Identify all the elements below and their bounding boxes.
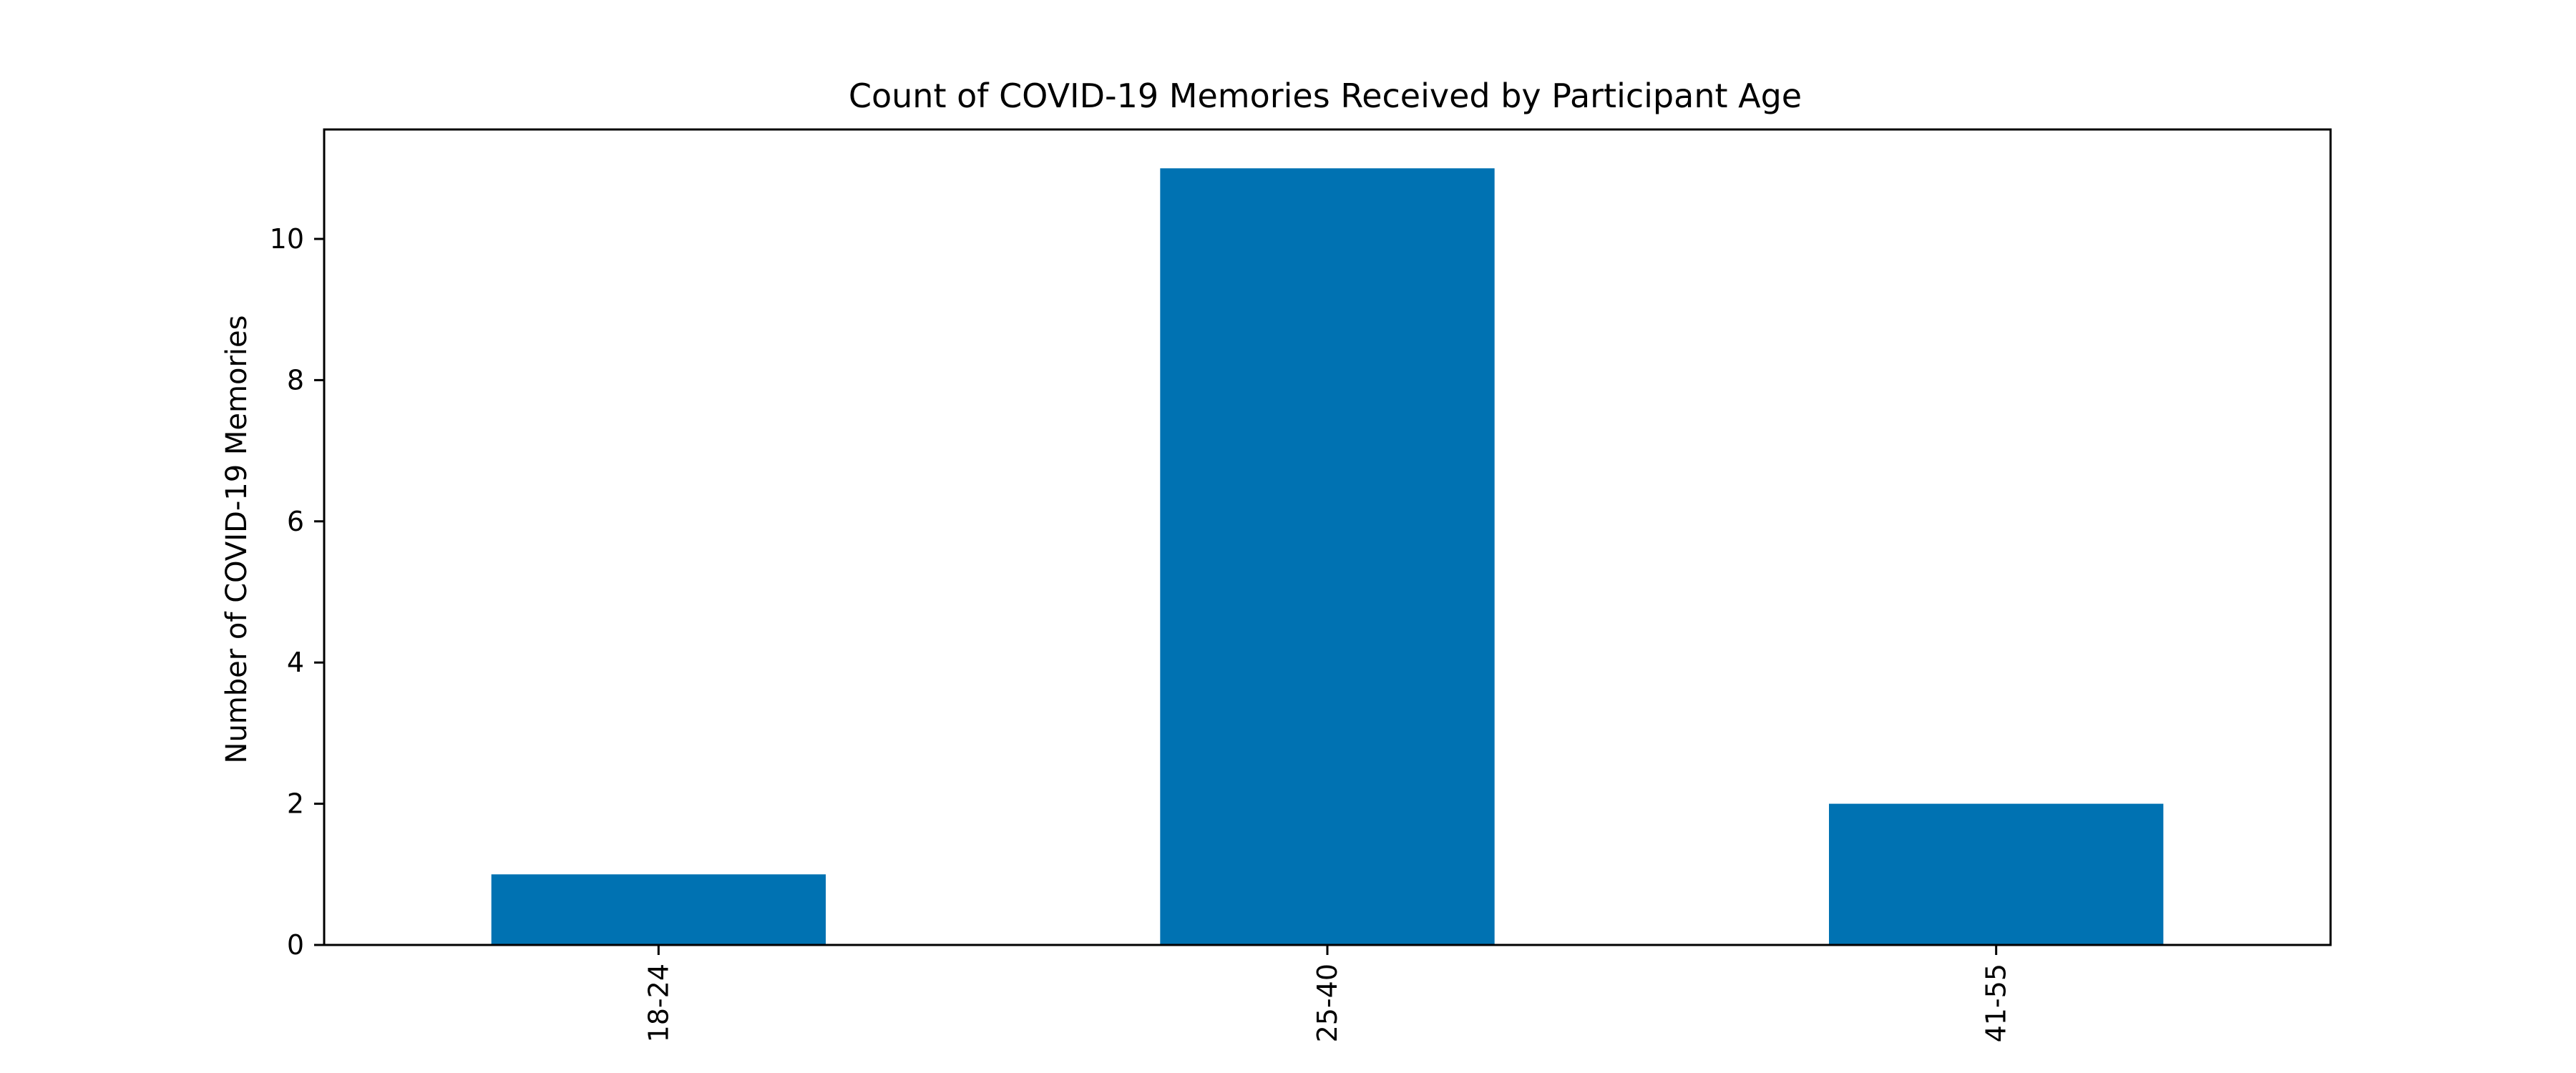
bar-18-24 (491, 874, 826, 945)
plot-frame (323, 128, 2332, 946)
y-tick-label: 8 (287, 364, 304, 396)
bar-25-40 (1160, 168, 1495, 945)
y-tick-label: 0 (287, 929, 304, 961)
y-tick-label: 6 (287, 506, 304, 537)
y-tick-label: 2 (287, 788, 304, 820)
bar-41-55 (1829, 803, 2164, 945)
y-axis-label: Number of COVID-19 Memories (220, 315, 253, 764)
y-tick-label: 4 (287, 647, 304, 678)
y-axis-ticks: 0 2 4 6 8 10 (270, 223, 324, 961)
chart-title: Count of COVID-19 Memories Received by P… (849, 77, 1802, 115)
bars-group (491, 168, 2164, 945)
y-tick-label: 10 (270, 223, 304, 255)
x-axis-ticks: 18-24 25-40 41-55 (643, 945, 2012, 1042)
x-tick-label: 41-55 (1981, 964, 2012, 1042)
x-tick-label: 18-24 (643, 964, 674, 1042)
x-tick-label: 25-40 (1312, 964, 1343, 1042)
